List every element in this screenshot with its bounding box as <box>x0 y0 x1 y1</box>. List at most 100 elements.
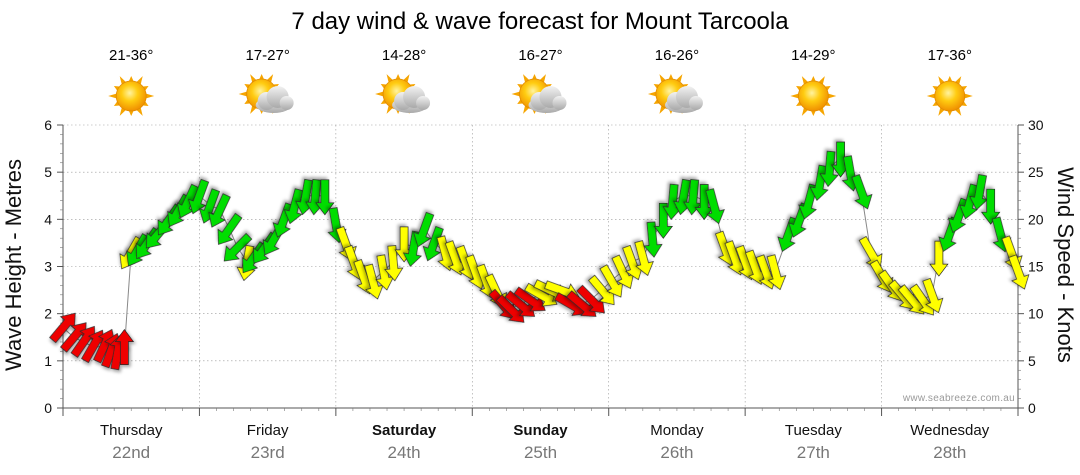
sun-ray <box>146 93 155 99</box>
sun-ray <box>964 93 973 99</box>
cloud-puff <box>279 96 294 110</box>
y-tick-label-right: 25 <box>1028 164 1044 180</box>
sun-ray <box>128 110 134 116</box>
wind-arrow-strong <box>819 150 839 188</box>
sun-ray <box>380 99 387 104</box>
sun-ray <box>947 110 953 116</box>
sun-ray <box>259 74 265 80</box>
wind-arrow-strong <box>283 188 304 225</box>
sun-icon <box>108 76 155 116</box>
sun-ray <box>142 86 149 91</box>
day-temp-range: 16-27° <box>518 47 562 64</box>
cloud <box>392 86 431 113</box>
cloud-puff <box>552 96 567 110</box>
sun-ray <box>653 84 660 89</box>
wind-arrow-strong <box>217 212 243 245</box>
y-tick-label-right: 30 <box>1028 117 1044 133</box>
sun-ray <box>961 101 968 106</box>
y-tick-label-right: 10 <box>1028 306 1044 322</box>
day-temp-range: 21-36° <box>109 47 153 64</box>
day-date-label: 23rd <box>251 443 285 462</box>
wind-arrow-strong <box>315 179 335 216</box>
y-tick-label-left: 1 <box>44 353 52 369</box>
cloud <box>255 86 294 113</box>
sun-ray <box>517 99 523 104</box>
y-tick-label-right: 15 <box>1028 259 1044 275</box>
daily-weather-header: 21-36° 17-27° 14-28° 16-27° 16-26° 14-29° 17-3… <box>108 47 973 116</box>
sun-disc <box>115 80 147 112</box>
wind-arrow-moderate <box>929 240 949 277</box>
sun-ray <box>932 86 939 91</box>
y-tick-label-left: 3 <box>44 259 52 275</box>
sun-ray <box>647 91 657 97</box>
day-date-label: 22nd <box>112 443 150 462</box>
sun-ray <box>932 101 939 106</box>
sun-icon <box>926 76 973 116</box>
sun-ray <box>113 101 120 106</box>
sun-ray <box>517 84 523 89</box>
day-temp-range: 17-36° <box>928 47 972 64</box>
sun-ray <box>238 91 247 97</box>
day-name-label: Friday <box>247 422 289 439</box>
day-date-label: 25th <box>524 443 557 462</box>
wind-arrow-strong <box>705 188 725 225</box>
day-name-label: Wednesday <box>910 422 989 439</box>
cloud-puff <box>688 96 703 110</box>
sun-cloud-icon <box>238 74 294 114</box>
day-temp-range: 14-28° <box>382 47 426 64</box>
y-tick-label-right: 20 <box>1028 211 1044 227</box>
sun-ray <box>824 86 831 91</box>
sun-ray <box>653 99 660 104</box>
sun-ray <box>532 74 537 80</box>
sun-ray <box>810 76 816 82</box>
cloud <box>528 86 567 113</box>
wind-arrow-moderate <box>858 235 883 270</box>
sun-ray <box>961 86 968 91</box>
wind-arrow-strong <box>422 226 444 262</box>
sun-ray <box>395 74 401 80</box>
day-name-label: Monday <box>650 422 704 439</box>
y-tick-label-right: 5 <box>1028 353 1036 369</box>
wind-arrow-strong <box>851 174 873 210</box>
sun-cloud-icon <box>511 74 567 114</box>
sun-ray <box>244 99 251 104</box>
wind-arrow-strong <box>653 202 673 239</box>
sun-ray <box>828 93 837 99</box>
day-temp-range: 17-27° <box>245 47 289 64</box>
day-name-label: Tuesday <box>785 422 842 439</box>
sun-disc <box>934 80 966 112</box>
chart-title: 7 day wind & wave forecast for Mount Tar… <box>291 8 789 35</box>
wind-arrow-moderate <box>384 245 404 282</box>
day-date-label: 28th <box>933 443 966 462</box>
sun-icon <box>790 76 837 116</box>
sun-ray <box>380 84 387 89</box>
wind-arrows <box>49 141 1030 371</box>
wind-arrow-moderate <box>766 254 787 291</box>
sun-ray <box>810 110 816 116</box>
sun-ray <box>796 101 802 106</box>
sun-ray <box>668 74 674 80</box>
day-name-label: Saturday <box>372 422 437 439</box>
sun-ray <box>947 76 953 82</box>
sun-ray <box>926 93 935 99</box>
sun-ray <box>375 91 384 97</box>
wind-arrow-strong <box>981 188 1001 225</box>
sun-ray <box>244 84 251 89</box>
sun-ray <box>790 93 799 99</box>
sun-ray <box>142 101 149 106</box>
wind-arrow-strong <box>223 232 253 262</box>
day-date-label: 26th <box>660 443 693 462</box>
y-tick-label-left: 6 <box>44 117 52 133</box>
sun-cloud-icon <box>647 74 703 114</box>
sun-disc <box>797 80 829 112</box>
cloud-puff <box>416 96 431 110</box>
sun-ray <box>128 76 134 82</box>
wind-arrow-strong <box>413 211 435 248</box>
y-tick-label-left: 0 <box>44 400 52 416</box>
y-tick-label-left: 4 <box>44 211 52 227</box>
wind-arrow-moderate <box>634 240 654 277</box>
day-temp-range: 16-26° <box>655 47 699 64</box>
chart-axes: 0 1 2 3 4 5 6 0 5 10 15 20 25 30 <box>44 117 1044 416</box>
y-axis-label-left: Wave Height - Metres <box>1 159 26 371</box>
